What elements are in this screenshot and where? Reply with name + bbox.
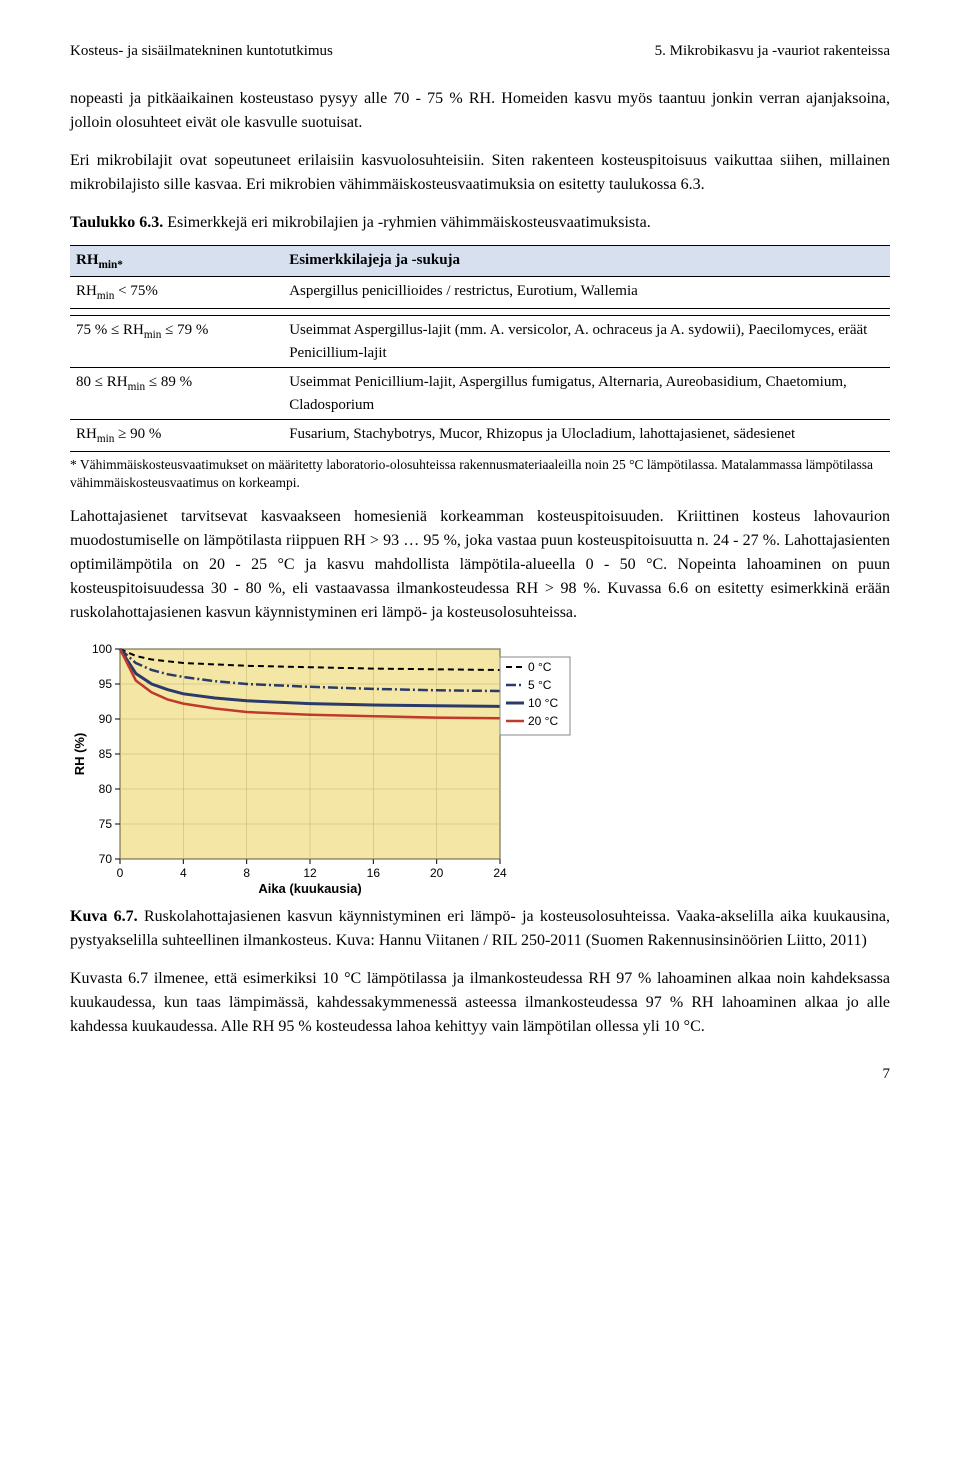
svg-text:0: 0 [117,866,124,880]
svg-text:RH (%): RH (%) [72,733,87,776]
table-footnote: * Vähimmäiskosteusvaatimukset on määrite… [70,456,890,491]
figure-caption: Kuva 6.7. Ruskolahottajasienen kasvun kä… [70,905,890,953]
table-row: RHmin < 75%Aspergillus penicillioides / … [70,277,890,309]
svg-text:12: 12 [303,866,317,880]
paragraph-3: Lahottajasienet tarvitsevat kasvaakseen … [70,505,890,625]
svg-text:8: 8 [243,866,250,880]
figure-caption-label: Kuva 6.7. [70,908,138,925]
table-cell-range: RHmin ≥ 90 % [70,420,283,452]
table-row: 80 ≤ RHmin ≤ 89 %Useimmat Penicillium-la… [70,368,890,420]
svg-text:75: 75 [99,817,113,831]
table-cell-species: Aspergillus penicillioides / restrictus,… [283,277,890,309]
svg-text:Aika (kuukausia): Aika (kuukausia) [258,881,361,896]
page-header: Kosteus- ja sisäilmatekninen kuntotutkim… [70,40,890,63]
svg-text:90: 90 [99,712,113,726]
chart-container: 0 4 8 12 16 20 24 70 75 80 85 90 95 100 Aika (kuukausi… [70,639,890,899]
svg-text:10 °C: 10 °C [528,696,558,710]
table-cell-species: Useimmat Penicillium-lajit, Aspergillus … [283,368,890,420]
table-caption-label: Taulukko 6.3. [70,214,163,231]
page-number: 7 [70,1063,890,1086]
table-row [70,309,890,316]
microbe-table: RHmin* Esimerkkilajeja ja -sukuja RHmin … [70,245,890,453]
svg-text:85: 85 [99,747,113,761]
svg-text:16: 16 [367,866,381,880]
table-cell-range: 75 % ≤ RHmin ≤ 79 % [70,316,283,368]
table-header-row: RHmin* Esimerkkilajeja ja -sukuja [70,245,890,277]
rh-time-chart: 0 4 8 12 16 20 24 70 75 80 85 90 95 100 Aika (kuukausi… [70,639,590,899]
svg-text:20 °C: 20 °C [528,714,558,728]
svg-text:95: 95 [99,677,113,691]
figure-caption-text: Ruskolahottajasienen kasvun käynnistymin… [70,908,890,949]
table-cell-species: Useimmat Aspergillus-lajit (mm. A. versi… [283,316,890,368]
table-cell-species: Fusarium, Stachybotrys, Mucor, Rhizopus … [283,420,890,452]
table-header-col1: RHmin* [70,245,283,277]
svg-text:5 °C: 5 °C [528,678,552,692]
table-cell-range: RHmin < 75% [70,277,283,309]
svg-text:24: 24 [493,866,507,880]
svg-text:0 °C: 0 °C [528,660,552,674]
svg-text:80: 80 [99,782,113,796]
header-right: 5. Mikrobikasvu ja -vauriot rakenteissa [655,40,890,63]
header-left: Kosteus- ja sisäilmatekninen kuntotutkim… [70,40,333,63]
svg-text:100: 100 [92,642,112,656]
table-row: RHmin ≥ 90 %Fusarium, Stachybotrys, Muco… [70,420,890,452]
paragraph-2: Eri mikrobilajit ovat sopeutuneet erilai… [70,149,890,197]
table-cell-range: 80 ≤ RHmin ≤ 89 % [70,368,283,420]
paragraph-4: Kuvasta 6.7 ilmenee, että esimerkiksi 10… [70,967,890,1039]
table-row: 75 % ≤ RHmin ≤ 79 %Useimmat Aspergillus-… [70,316,890,368]
svg-text:70: 70 [99,852,113,866]
svg-text:4: 4 [180,866,187,880]
paragraph-1: nopeasti ja pitkäaikainen kosteustaso py… [70,87,890,135]
svg-text:20: 20 [430,866,444,880]
table-caption: Taulukko 6.3. Esimerkkejä eri mikrobilaj… [70,211,890,235]
table-caption-text: Esimerkkejä eri mikrobilajien ja -ryhmie… [163,214,650,231]
table-header-col2: Esimerkkilajeja ja -sukuja [283,245,890,277]
